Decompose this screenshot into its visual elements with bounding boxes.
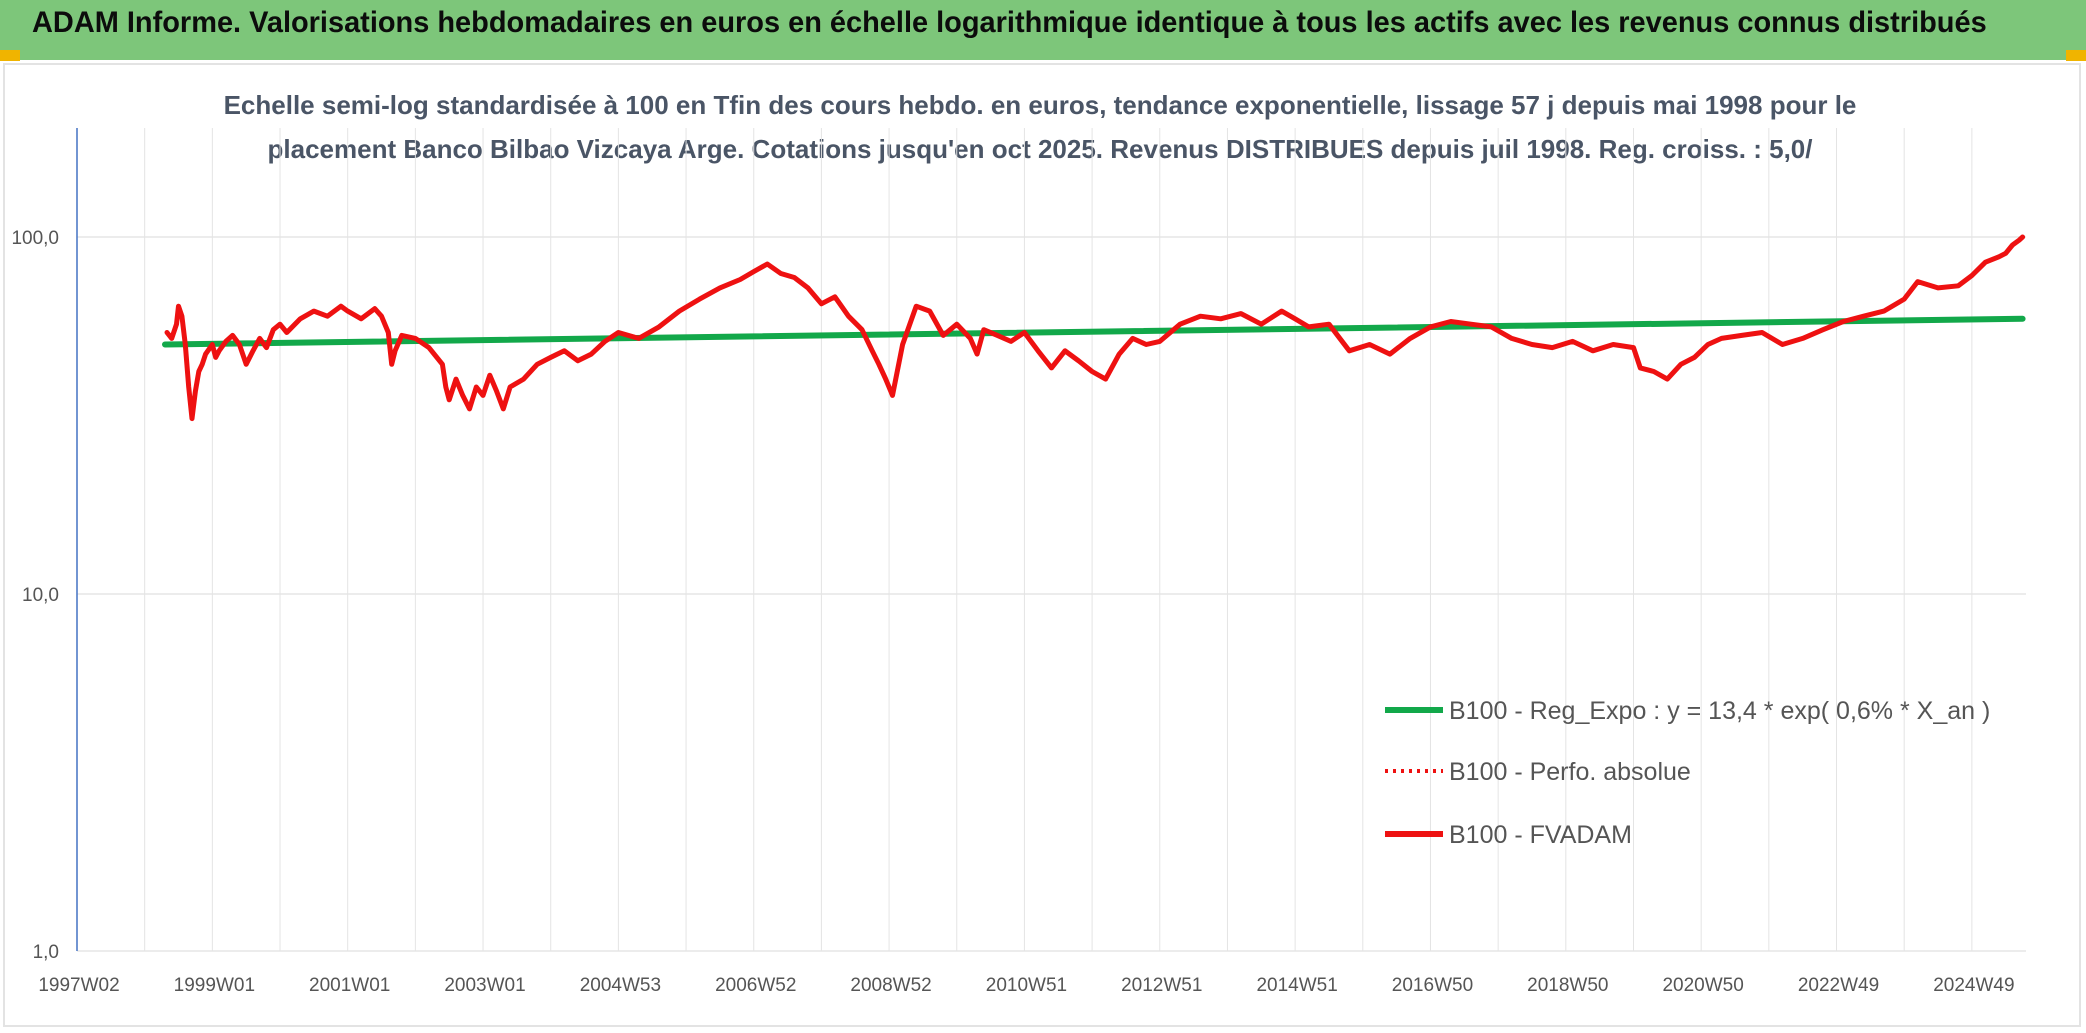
legend: B100 - Reg_Expo : y = 13,4 * exp( 0,6% *… xyxy=(1385,697,1990,849)
x-tick-label: 2022W49 xyxy=(1798,975,1879,996)
y-tick-label: 1,0 xyxy=(33,942,59,963)
x-tick-label: 2001W01 xyxy=(309,975,390,996)
x-tick-label: 2004W53 xyxy=(580,975,661,996)
chart-subtitle-line-2: placement Banco Bilbao Vizcaya Arge. Cot… xyxy=(268,134,1813,164)
y-tick-label: 10,0 xyxy=(22,585,59,606)
y-tick-label: 100,0 xyxy=(11,228,59,249)
gridlines xyxy=(77,128,2026,952)
legend-label: B100 - FVADAM xyxy=(1449,821,1632,849)
x-tick-label: 2006W52 xyxy=(715,975,796,996)
x-tick-label: 1999W01 xyxy=(174,975,255,996)
x-tick-label: 2012W51 xyxy=(1121,975,1202,996)
x-tick-label: 1997W02 xyxy=(38,975,119,996)
x-tick-label: 2014W51 xyxy=(1256,975,1337,996)
corner-marker-right xyxy=(2066,50,2086,61)
series-layer xyxy=(162,234,2026,422)
series-line-2 xyxy=(164,234,2026,422)
x-tick-label: 2003W01 xyxy=(444,975,525,996)
x-tick-label: 2008W52 xyxy=(850,975,931,996)
x-tick-label: 2010W51 xyxy=(986,975,1067,996)
x-axis-ticks: 1997W02 1999W01 2001W01 2003W01 2004W53 2006W… xyxy=(38,975,2014,996)
legend-label: B100 - Perfo. absolue xyxy=(1449,758,1691,786)
x-tick-label: 2020W50 xyxy=(1662,975,1743,996)
report-title: ADAM Informe. Valorisations hebdomadaire… xyxy=(32,6,1987,39)
chart-frame xyxy=(3,63,2081,1027)
series-line-0 xyxy=(162,315,2026,348)
corner-marker-left xyxy=(0,50,20,61)
legend-label: B100 - Reg_Expo : y = 13,4 * exp( 0,6% *… xyxy=(1449,697,1990,725)
x-tick-label: 2024W49 xyxy=(1933,975,2014,996)
x-tick-label: 2016W50 xyxy=(1392,975,1473,996)
x-tick-label: 2018W50 xyxy=(1527,975,1608,996)
title-banner: ADAM Informe. Valorisations hebdomadaire… xyxy=(0,0,2086,60)
chart-subtitle-line-1: Echelle semi-log standardisée à 100 en T… xyxy=(224,90,1857,120)
y-axis-ticks: 1,0 10,0 100,0 xyxy=(11,228,59,963)
